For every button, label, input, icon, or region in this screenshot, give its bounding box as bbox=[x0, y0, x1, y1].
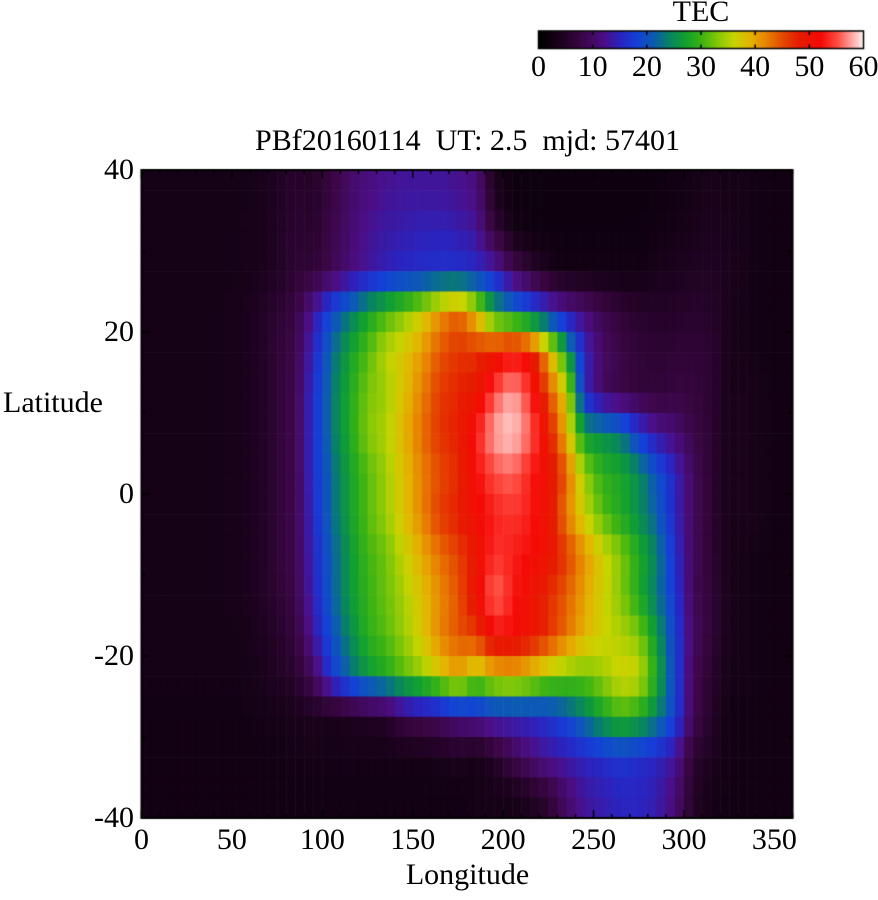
x-tick-label: 200 bbox=[480, 823, 526, 856]
plot-title: PBf20160114 UT: 2.5 mjd: 57401 bbox=[255, 124, 680, 157]
colorbar-tick-label: 40 bbox=[740, 50, 771, 83]
y-tick-label: -20 bbox=[94, 639, 134, 672]
x-axis-label: Longitude bbox=[405, 858, 530, 891]
x-tick-label: 150 bbox=[390, 823, 436, 856]
colorbar-tick-label: 50 bbox=[794, 50, 825, 83]
colorbar-tick-label: 30 bbox=[686, 50, 716, 83]
y-tick-label: 0 bbox=[119, 477, 134, 510]
x-tick-label: 300 bbox=[661, 823, 707, 856]
x-tick-label: 0 bbox=[134, 823, 149, 856]
colorbar-title: TEC bbox=[672, 0, 730, 28]
x-tick-label: 350 bbox=[751, 823, 797, 856]
y-tick-label: -40 bbox=[94, 801, 134, 834]
colorbar-tick-label: 60 bbox=[848, 50, 878, 83]
colorbar-tick-label: 20 bbox=[631, 50, 662, 83]
y-tick-label: 20 bbox=[104, 315, 134, 348]
colorbar-tick-label: 0 bbox=[531, 50, 546, 83]
x-tick-label: 250 bbox=[571, 823, 617, 856]
y-axis-label: Latitude bbox=[3, 386, 103, 419]
y-tick-label: 40 bbox=[104, 153, 134, 186]
colorbar-tick-label: 10 bbox=[577, 50, 608, 83]
x-tick-label: 100 bbox=[299, 823, 345, 856]
x-tick-label: 50 bbox=[216, 823, 247, 856]
